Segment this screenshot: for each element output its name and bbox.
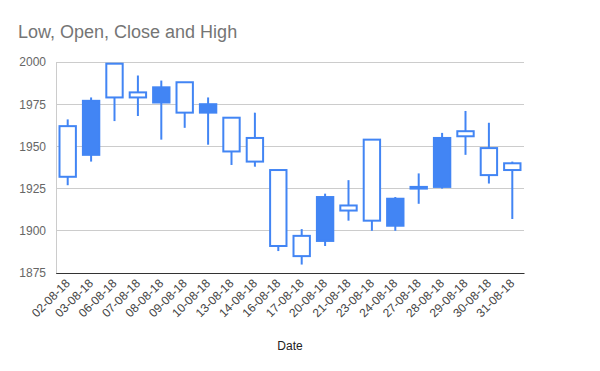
candle — [364, 140, 380, 231]
candle-body — [200, 104, 216, 112]
y-tick-label: 1975 — [19, 98, 46, 112]
candle-body — [387, 199, 403, 226]
candle — [317, 194, 333, 246]
y-tick: 1950 — [19, 140, 56, 154]
candle-body — [247, 138, 263, 162]
x-tick: 31-08-18 — [474, 273, 518, 320]
candle — [83, 97, 99, 161]
y-tick-label: 1950 — [19, 140, 46, 154]
candle-body — [153, 87, 169, 102]
candle-body — [457, 131, 473, 136]
grid-line — [56, 62, 524, 63]
x-axis: 02-08-1803-08-1806-08-1807-08-1808-08-18… — [29, 273, 525, 320]
grid — [56, 62, 524, 273]
y-tick: 1875 — [19, 266, 56, 280]
candle — [340, 180, 356, 221]
x-axis-title: Date — [277, 339, 303, 353]
candle — [106, 64, 122, 121]
candle-body — [504, 163, 520, 170]
y-tick: 1925 — [19, 182, 56, 196]
y-tick: 1900 — [19, 224, 56, 238]
chart: Low, Open, Close and High 1875 1900 1925 195… — [0, 0, 600, 371]
candle-body — [294, 236, 310, 256]
candle — [60, 119, 76, 185]
candle-body — [130, 92, 146, 97]
x-axis-line — [57, 273, 525, 274]
title: Low, Open, Close and High — [18, 22, 237, 42]
candle — [504, 162, 520, 219]
candle-body — [60, 126, 76, 177]
candle-body — [340, 205, 356, 210]
grid-line — [56, 230, 524, 231]
candle-body — [223, 118, 239, 152]
candle — [247, 113, 263, 167]
y-tick-label: 1900 — [19, 224, 46, 238]
candles — [60, 64, 521, 265]
candle — [294, 229, 310, 264]
candle — [457, 111, 473, 155]
grid-line — [56, 273, 524, 274]
y-axis: 1875 1900 1925 1950 1975 2000 — [19, 55, 56, 280]
y-tick-label: 1875 — [19, 266, 46, 280]
candle-body — [481, 148, 497, 175]
candle-body — [317, 197, 333, 241]
candle-body — [270, 170, 286, 246]
y-tick: 2000 — [19, 55, 56, 69]
candle-body — [364, 140, 380, 221]
candle-body — [83, 101, 99, 155]
candle-body — [106, 64, 122, 98]
grid-line — [56, 188, 524, 189]
grid-line — [56, 104, 524, 105]
candle — [223, 118, 239, 165]
candle — [411, 173, 427, 203]
grid-line — [56, 146, 524, 147]
y-tick: 1975 — [19, 98, 56, 112]
candle — [434, 133, 450, 189]
y-tick-label: 2000 — [19, 55, 46, 69]
candle-body — [434, 138, 450, 187]
x-tick-label: 31-08-18 — [474, 276, 518, 320]
candle — [177, 82, 193, 128]
y-tick-label: 1925 — [19, 182, 46, 196]
candle — [130, 76, 146, 117]
candle-body — [177, 82, 193, 112]
y-axis-line — [56, 63, 57, 274]
candle — [481, 123, 497, 184]
candle-body — [411, 187, 427, 189]
candle — [200, 97, 216, 144]
candle — [387, 197, 403, 231]
candle — [270, 170, 286, 251]
candle-wick — [348, 180, 350, 221]
candle — [153, 81, 169, 140]
